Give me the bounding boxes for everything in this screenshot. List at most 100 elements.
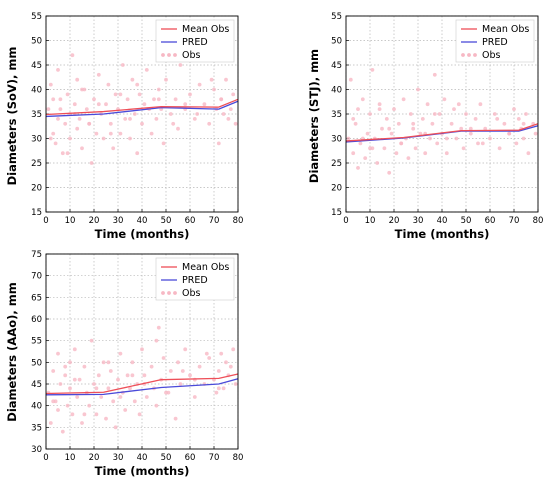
x-tick-label: 30	[413, 216, 424, 226]
obs-point	[219, 97, 224, 102]
y-axis-label: Diameters (AAo), mm	[5, 282, 19, 421]
y-axis-label: Diameters (STJ), mm	[307, 49, 321, 183]
obs-point	[149, 131, 154, 136]
obs-point	[68, 386, 72, 391]
obs-point	[368, 112, 372, 116]
obs-point	[382, 146, 387, 151]
obs-point	[192, 117, 197, 121]
obs-point	[68, 360, 72, 365]
legend-swatch-obs	[161, 53, 165, 57]
obs-point	[60, 151, 65, 156]
obs-point	[101, 136, 106, 141]
obs-point	[399, 141, 404, 146]
y-tick-label: 75	[31, 250, 42, 260]
obs-point	[70, 53, 75, 58]
obs-point	[212, 87, 216, 92]
obs-point	[183, 102, 188, 107]
obs-point	[125, 97, 130, 102]
legend-swatch-obs	[167, 291, 171, 295]
obs-point	[132, 399, 137, 404]
obs-point	[72, 102, 77, 107]
obs-point	[72, 377, 77, 382]
obs-point	[154, 338, 159, 343]
obs-point	[226, 117, 231, 121]
obs-point	[428, 136, 432, 141]
obs-point	[128, 117, 132, 121]
obs-point	[356, 107, 360, 111]
obs-point	[353, 121, 358, 126]
obs-point	[512, 107, 516, 111]
obs-point	[144, 68, 149, 72]
obs-point	[365, 131, 370, 136]
obs-point	[492, 112, 497, 116]
y-tick-label: 55	[31, 12, 42, 22]
pred-line	[45, 100, 239, 118]
chart-sov: 0 10 20 30 40 50 60 70 80 15 20 25 30 35 40 45 50 55 Time …	[5, 12, 243, 241]
obs-point	[113, 425, 118, 430]
obs-point	[132, 112, 137, 116]
obs-point	[108, 121, 113, 126]
obs-point	[118, 395, 123, 399]
obs-point	[156, 97, 161, 102]
obs-point	[130, 77, 135, 82]
x-tick-label: 60	[485, 216, 496, 226]
obs-point	[140, 347, 144, 352]
y-tick-label: 50	[31, 358, 42, 368]
legend-label-mean-obs: Mean Obs	[182, 262, 229, 273]
obs-point	[152, 97, 156, 102]
obs-point	[80, 421, 84, 425]
mean-obs-line	[45, 98, 239, 116]
y-tick-label: 55	[331, 12, 342, 22]
obs-point	[94, 386, 99, 391]
obs-point	[104, 102, 108, 107]
obs-point	[120, 63, 125, 67]
obs-point	[125, 373, 130, 378]
y-tick-label: 65	[31, 293, 42, 303]
obs-point	[178, 63, 183, 67]
obs-point	[58, 107, 63, 111]
obs-point	[432, 112, 437, 116]
obs-point	[216, 369, 221, 373]
obs-point	[149, 364, 154, 369]
x-tick-label: 50	[161, 453, 172, 463]
obs-point	[449, 121, 454, 126]
y-axis-label: Diameters (SoV), mm	[5, 47, 19, 186]
chart-stj: 0 10 20 30 40 50 60 70 80 15 20 25 30 35 40 45 50 55 Time …	[307, 12, 543, 241]
x-tick-label: 80	[533, 216, 544, 226]
obs-point	[108, 131, 113, 136]
obs-point	[375, 161, 380, 165]
obs-point	[68, 136, 72, 141]
obs-point	[53, 141, 58, 146]
x-tick-label: 40	[137, 216, 148, 226]
obs-point	[216, 141, 221, 146]
x-tick-label: 50	[461, 216, 472, 226]
obs-point	[188, 373, 192, 378]
obs-point	[524, 112, 528, 116]
obs-point	[356, 166, 360, 170]
obs-point	[130, 360, 135, 365]
obs-point	[63, 121, 68, 126]
obs-point	[173, 416, 178, 421]
obs-point	[209, 77, 214, 82]
obs-point	[495, 117, 500, 121]
obs-point	[161, 356, 166, 360]
obs-point	[387, 170, 392, 175]
obs-point	[180, 369, 185, 373]
obs-point	[48, 82, 53, 87]
obs-point	[358, 141, 363, 146]
obs-point	[154, 403, 159, 408]
x-tick-label: 80	[233, 216, 244, 226]
obs-point	[380, 126, 384, 131]
legend-swatch-obs	[473, 53, 477, 57]
obs-point	[116, 377, 120, 382]
y-tick-label: 50	[31, 37, 42, 47]
obs-point	[416, 87, 420, 92]
obs-point	[425, 102, 430, 107]
obs-point	[84, 107, 89, 111]
y-tick-label: 50	[331, 37, 342, 47]
mean-obs-line	[45, 373, 239, 395]
obs-point	[231, 347, 236, 352]
obs-point	[456, 102, 461, 107]
obs-point	[168, 369, 173, 373]
obs-point	[144, 395, 149, 399]
